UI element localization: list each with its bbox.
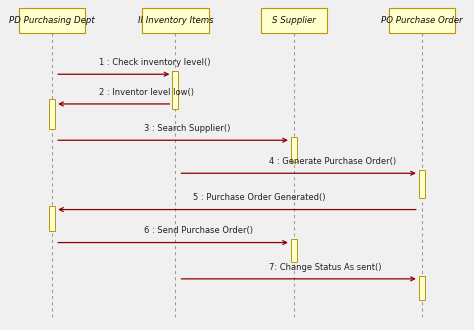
Bar (173, 71, 178, 109)
Bar (142, 8, 209, 33)
Bar (49, 99, 55, 129)
Bar (19, 8, 85, 33)
Text: 2 : Inventor level low(): 2 : Inventor level low() (99, 88, 194, 97)
Bar (49, 206, 55, 231)
Text: 1 : Check inventory level(): 1 : Check inventory level() (99, 58, 210, 67)
Bar (291, 137, 297, 162)
Bar (291, 239, 297, 262)
Bar (261, 8, 327, 33)
Text: S Supplier: S Supplier (272, 16, 316, 25)
Bar (419, 276, 425, 300)
Text: 7: Change Status As sent(): 7: Change Status As sent() (269, 263, 382, 272)
Text: 6 : Send Purchase Order(): 6 : Send Purchase Order() (144, 226, 253, 235)
Text: II Inventory Items: II Inventory Items (137, 16, 213, 25)
Text: 4 : Generate Purchase Order(): 4 : Generate Purchase Order() (269, 157, 396, 166)
Text: PD Purchasing Dept: PD Purchasing Dept (9, 16, 95, 25)
Text: 5 : Purchase Order Generated(): 5 : Purchase Order Generated() (192, 193, 325, 202)
Bar (389, 8, 455, 33)
Text: 3 : Search Supplier(): 3 : Search Supplier() (144, 124, 230, 133)
Bar (419, 170, 425, 198)
Text: PO Purchase Order: PO Purchase Order (381, 16, 463, 25)
